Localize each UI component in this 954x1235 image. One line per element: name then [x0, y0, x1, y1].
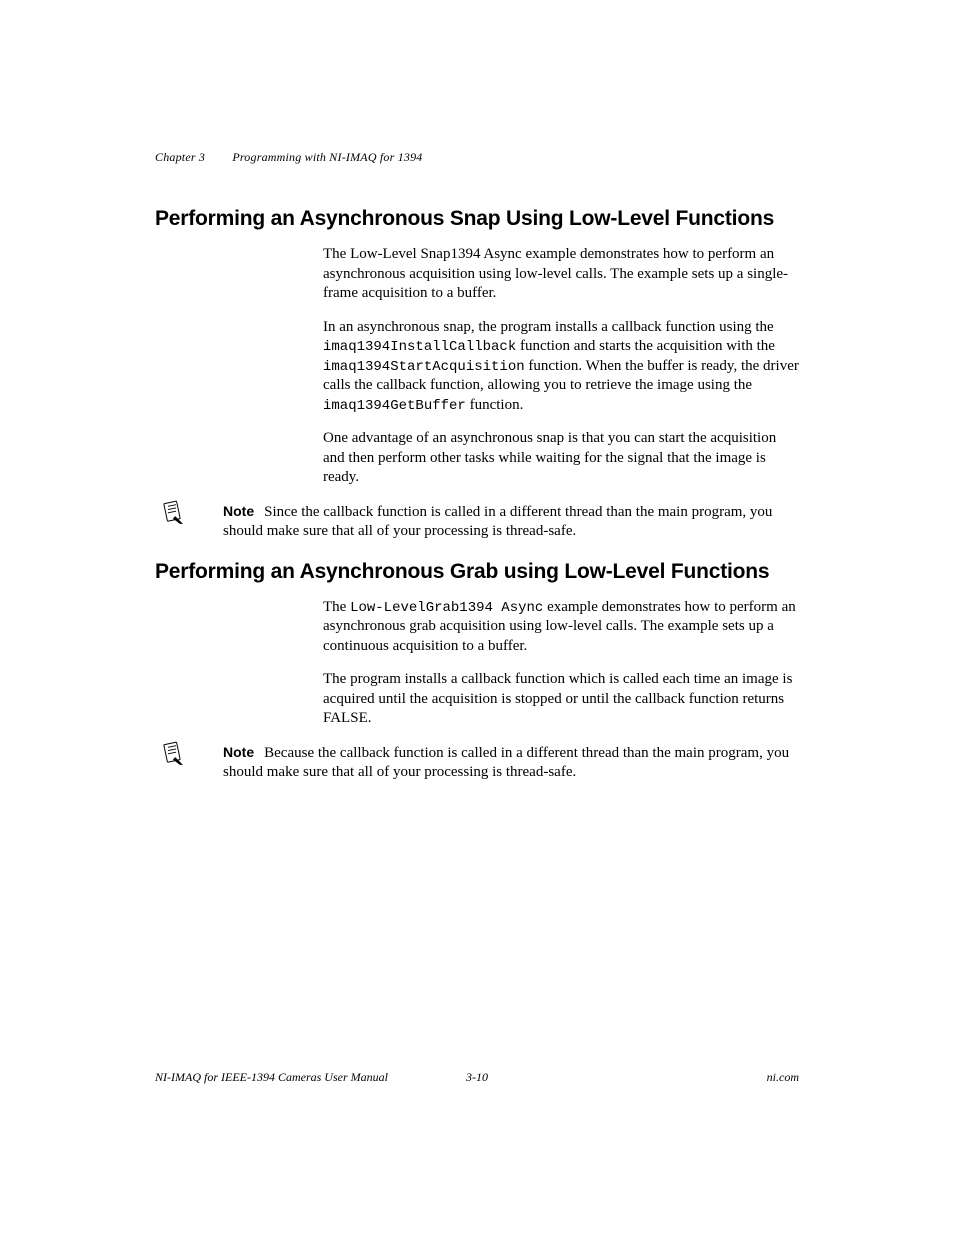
- text-run: In an asynchronous snap, the program ins…: [323, 319, 774, 335]
- section1-para1: The Low-Level Snap1394 Async example dem…: [323, 245, 799, 304]
- section-heading-async-snap: Performing an Asynchronous Snap Using Lo…: [155, 207, 799, 231]
- note-body: Since the callback function is called in…: [223, 504, 772, 540]
- chapter-title: Programming with NI-IMAQ for 1394: [232, 150, 422, 164]
- text-run: function and starts the acquisition with…: [516, 338, 775, 354]
- note-block-2: NoteBecause the callback function is cal…: [155, 743, 799, 783]
- note-body: Because the callback function is called …: [223, 745, 789, 781]
- section-heading-async-grab: Performing an Asynchronous Grab using Lo…: [155, 560, 799, 584]
- code-callback: imaq1394InstallCallback: [323, 339, 516, 355]
- section2-para2: The program installs a callback function…: [323, 670, 799, 729]
- section1-body: The Low-Level Snap1394 Async example dem…: [323, 245, 799, 488]
- section1-para2: In an asynchronous snap, the program ins…: [323, 318, 799, 416]
- section2-body: The Low-LevelGrab1394 Async example demo…: [323, 598, 799, 729]
- chapter-number: Chapter 3: [155, 150, 205, 164]
- note-text-2: NoteBecause the callback function is cal…: [223, 743, 799, 783]
- note-icon: [159, 499, 187, 530]
- note-label: Note: [223, 503, 254, 519]
- text-run: function.: [466, 397, 524, 413]
- note-text-1: NoteSince the callback function is calle…: [223, 502, 799, 542]
- section2-para1: The Low-LevelGrab1394 Async example demo…: [323, 598, 799, 657]
- code-lowlevelgrab: Low-LevelGrab1394 Async: [350, 600, 543, 616]
- footer-center: 3-10: [155, 1070, 799, 1085]
- page-footer: NI-IMAQ for IEEE-1394 Cameras User Manua…: [155, 1070, 799, 1085]
- text-run: The: [323, 599, 350, 615]
- note-label: Note: [223, 744, 254, 760]
- code-getbuffer: imaq1394GetBuffer: [323, 398, 466, 414]
- code-startacq: imaq1394StartAcquisition: [323, 359, 525, 375]
- note-icon: [159, 740, 187, 771]
- page-content: Chapter 3 Programming with NI-IMAQ for 1…: [155, 150, 799, 801]
- section1-para3: One advantage of an asynchronous snap is…: [323, 429, 799, 488]
- note-block-1: NoteSince the callback function is calle…: [155, 502, 799, 542]
- running-header: Chapter 3 Programming with NI-IMAQ for 1…: [155, 150, 799, 165]
